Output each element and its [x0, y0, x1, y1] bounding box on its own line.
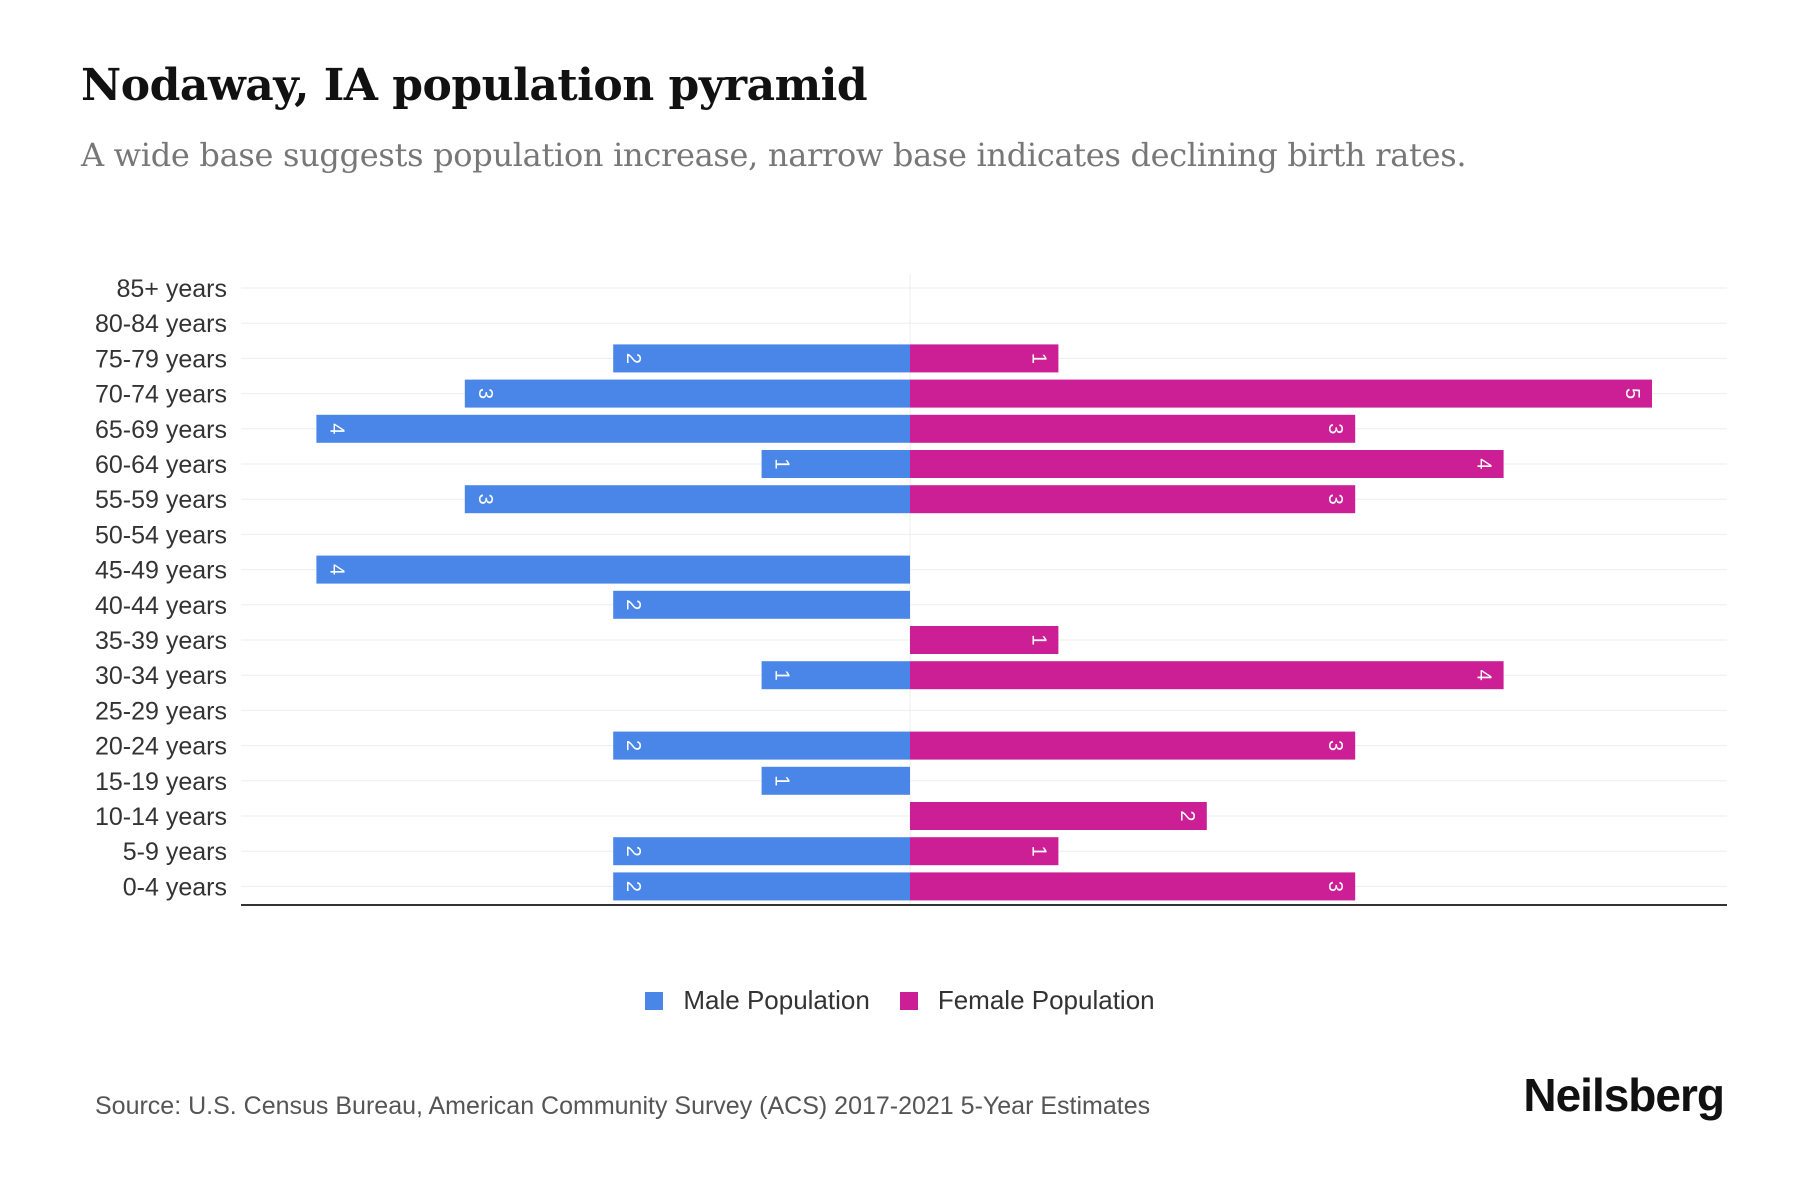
age-group-label: 75-79 years: [95, 345, 227, 373]
male-bar: [316, 414, 910, 443]
male-value-label: 2: [622, 846, 644, 857]
legend-label-female: Female Population: [937, 985, 1155, 1015]
male-value-label: 2: [622, 599, 644, 610]
female-value-label: 1: [1027, 846, 1049, 857]
male-value-label: 1: [771, 458, 793, 469]
chart-subtitle: A wide base suggests population increase…: [81, 136, 1467, 174]
age-group-label: 0-4 years: [123, 873, 227, 901]
male-value-label: 2: [622, 881, 644, 892]
age-group-label: 20-24 years: [95, 733, 227, 761]
female-bar: [910, 344, 1059, 373]
male-value-label: 2: [622, 740, 644, 751]
male-bar: [613, 872, 910, 901]
legend-item-female[interactable]: Female Population: [899, 985, 1155, 1016]
female-value-label: 2: [1176, 810, 1198, 821]
population-pyramid-chart: 85+ years 80-84 years 75-79 years 2 1 70-74 y…: [95, 274, 1727, 906]
male-bar: [464, 485, 910, 514]
female-value-label: 1: [1027, 634, 1049, 645]
age-group-label: 5-9 years: [123, 838, 227, 866]
neilsberg-logo: Neilsberg: [1523, 1069, 1725, 1121]
age-group-label: 15-19 years: [95, 768, 227, 796]
age-group-label: 85+ years: [117, 275, 228, 303]
female-bar: [910, 872, 1356, 901]
male-bar: [613, 590, 910, 619]
legend-swatch-female: [899, 991, 918, 1010]
male-bar: [761, 766, 910, 795]
age-group-label: 30-34 years: [95, 662, 227, 690]
male-value-label: 4: [325, 564, 347, 575]
female-value-label: 3: [1324, 740, 1346, 751]
female-value-label: 4: [1473, 458, 1495, 469]
age-group-label: 40-44 years: [95, 592, 227, 620]
female-bar: [910, 661, 1504, 690]
male-value-label: 1: [771, 670, 793, 681]
female-value-label: 3: [1324, 881, 1346, 892]
male-value-label: 2: [622, 353, 644, 364]
legend: Male Population Female Population: [0, 985, 1800, 1016]
female-bar: [910, 450, 1504, 478]
female-value-label: 1: [1027, 353, 1049, 364]
age-group-label: 80-84 years: [95, 310, 227, 338]
male-value-label: 1: [771, 775, 793, 786]
legend-swatch-male: [645, 991, 664, 1010]
female-bar: [910, 414, 1356, 443]
legend-item-male[interactable]: Male Population: [645, 985, 870, 1016]
male-value-label: 3: [474, 494, 496, 505]
female-value-label: 3: [1324, 494, 1346, 505]
female-bar: [910, 485, 1356, 514]
male-bar: [613, 731, 910, 760]
female-bar: [910, 626, 1059, 654]
legend-label-male: Male Population: [683, 985, 870, 1015]
age-group-label: 45-49 years: [95, 557, 227, 585]
male-bar: [761, 661, 910, 690]
female-value-label: 4: [1473, 670, 1495, 681]
female-bar: [910, 802, 1207, 830]
age-group-label: 65-69 years: [95, 416, 227, 444]
age-group-label: 35-39 years: [95, 627, 227, 655]
age-group-label: 60-64 years: [95, 451, 227, 479]
male-bar: [613, 837, 910, 866]
female-bar: [910, 379, 1652, 408]
age-group-label: 25-29 years: [95, 697, 227, 725]
male-bar: [613, 344, 910, 373]
female-bar: [910, 837, 1059, 866]
male-value-label: 3: [474, 388, 496, 399]
male-bar: [316, 555, 910, 584]
age-group-label: 10-14 years: [95, 803, 227, 831]
age-group-label: 50-54 years: [95, 521, 227, 549]
male-bar: [464, 379, 910, 408]
chart-title: Nodaway, IA population pyramid: [81, 60, 868, 111]
female-value-label: 3: [1324, 423, 1346, 434]
male-bar: [761, 450, 910, 478]
female-value-label: 5: [1621, 388, 1643, 399]
female-bar: [910, 731, 1356, 760]
age-group-label: 70-74 years: [95, 381, 227, 409]
male-value-label: 4: [325, 423, 347, 434]
age-group-label: 55-59 years: [95, 486, 227, 514]
source-note: Source: U.S. Census Bureau, American Com…: [95, 1092, 1151, 1120]
